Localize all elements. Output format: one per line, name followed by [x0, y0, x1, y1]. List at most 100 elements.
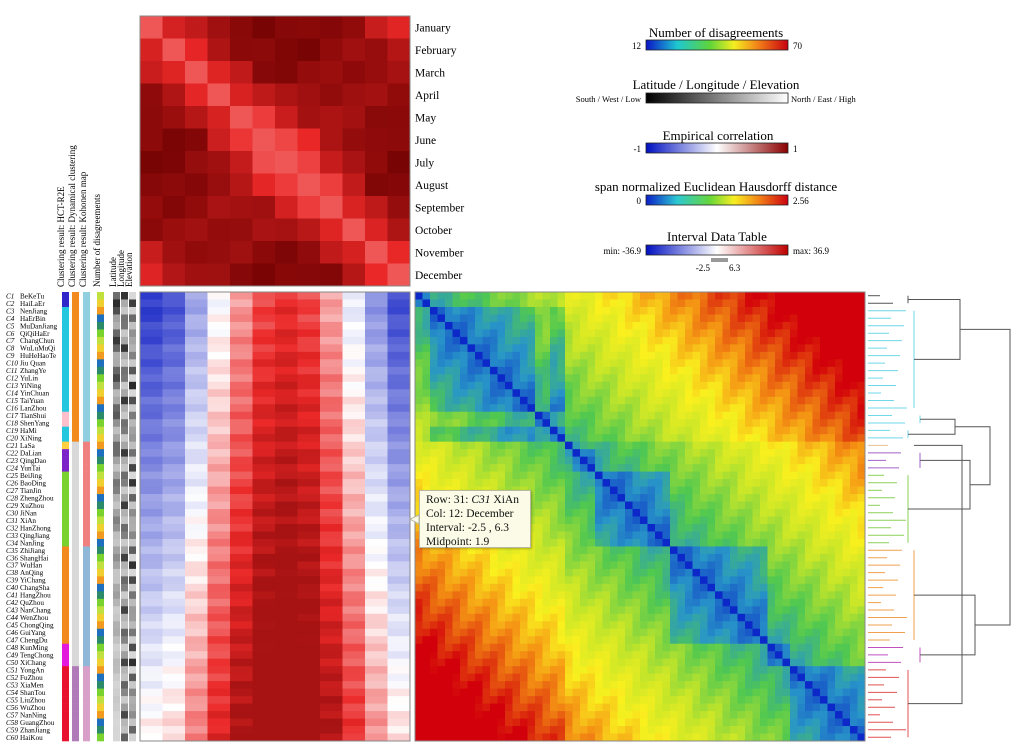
latitude-cell	[113, 666, 120, 674]
distance-cell	[452, 613, 461, 622]
distance-cell	[422, 321, 431, 330]
distance-cell	[820, 591, 828, 600]
distance-cell	[857, 509, 866, 517]
elevation-cell	[129, 591, 136, 600]
distance-cell	[587, 329, 596, 338]
correlation-cell	[207, 196, 231, 219]
distance-cell	[437, 411, 446, 420]
distance-cell	[737, 456, 746, 465]
interval-cell	[342, 479, 366, 487]
distance-cell	[707, 486, 716, 495]
distance-cell	[482, 711, 491, 719]
row-id-label: C16	[6, 405, 18, 413]
interval-cell	[297, 404, 321, 413]
distance-cell	[580, 546, 588, 555]
distance-cell	[782, 523, 791, 532]
disagreement-cell	[97, 411, 104, 420]
interval-cell	[252, 643, 276, 652]
distance-cell	[857, 636, 866, 645]
distance-cell	[602, 613, 611, 622]
distance-cell	[422, 643, 431, 652]
distance-cell	[857, 292, 866, 300]
distance-cell	[655, 673, 663, 682]
interval-cell	[230, 621, 253, 630]
distance-cell	[437, 711, 446, 719]
disagreement-cell	[97, 464, 104, 472]
distance-cell	[835, 718, 843, 727]
interval-cell	[275, 681, 298, 690]
interval-cell	[207, 456, 231, 465]
distance-cell	[542, 643, 551, 652]
station-distance-heatmap[interactable]	[415, 292, 866, 742]
distance-cell	[707, 299, 716, 308]
distance-cell	[602, 336, 611, 345]
row-id-label: C11	[6, 367, 17, 375]
distance-cell	[857, 531, 866, 540]
distance-cell	[587, 404, 596, 413]
distance-cell	[775, 501, 783, 510]
distance-cell	[632, 306, 641, 315]
distance-cell	[812, 314, 821, 323]
distance-cell	[655, 404, 663, 413]
distance-cell	[430, 471, 438, 480]
distance-cell	[707, 351, 716, 360]
distance-cell	[850, 449, 858, 458]
distance-cell	[430, 546, 438, 555]
distance-cell	[422, 718, 431, 727]
longitude-cell	[121, 336, 128, 345]
correlation-cell	[207, 128, 231, 152]
distance-cell	[595, 441, 603, 450]
monthly-correlation-heatmap[interactable]	[140, 16, 411, 287]
interval-cell	[162, 479, 186, 487]
distance-cell	[475, 643, 483, 652]
distance-cell	[685, 553, 693, 562]
distance-cell	[707, 553, 716, 562]
distance-cell	[505, 314, 513, 323]
row-id-label: C23	[6, 457, 18, 465]
distance-cell	[842, 389, 851, 398]
distance-cell	[535, 404, 543, 413]
distance-cell	[715, 494, 723, 502]
distance-cell	[752, 374, 761, 383]
distance-cell	[415, 628, 423, 637]
distance-cell	[587, 389, 596, 398]
distance-cell	[580, 509, 588, 517]
distance-cell	[520, 374, 528, 383]
distance-cell	[497, 636, 506, 645]
distance-cell	[670, 426, 678, 435]
correlation-cell	[275, 196, 298, 219]
distance-cell	[610, 651, 618, 660]
legend-interval-max: max: 36.9	[793, 246, 829, 256]
interval-cell	[297, 621, 321, 630]
distance-cell	[805, 374, 813, 383]
distance-cell	[670, 344, 678, 353]
distance-cell	[670, 509, 678, 517]
distance-cell	[737, 344, 746, 353]
distance-cell	[610, 636, 618, 645]
side-attribute-columns[interactable]	[62, 292, 136, 742]
distance-cell	[685, 591, 693, 600]
distance-cell	[692, 703, 701, 712]
distance-cell	[737, 718, 746, 727]
distance-cell	[602, 718, 611, 727]
distance-cell	[745, 426, 753, 435]
distance-cell	[707, 576, 716, 585]
distance-cell	[617, 449, 626, 458]
distance-cell	[542, 726, 551, 734]
distance-cell	[415, 449, 423, 458]
distance-cell	[430, 621, 438, 630]
distance-cell	[707, 366, 716, 375]
distance-cell	[535, 553, 543, 562]
distance-cell	[595, 299, 603, 308]
distance-cell	[602, 703, 611, 712]
interval-data-heatmap[interactable]	[140, 292, 411, 742]
distance-cell	[737, 726, 746, 734]
distance-cell	[625, 411, 633, 420]
interval-cell	[162, 733, 186, 742]
distance-cell	[835, 681, 843, 690]
kohonen-cluster-cell	[83, 501, 90, 510]
distance-cell	[640, 681, 648, 690]
distance-cell	[775, 292, 783, 300]
month-label: May	[415, 112, 436, 124]
distance-cell	[595, 523, 603, 532]
